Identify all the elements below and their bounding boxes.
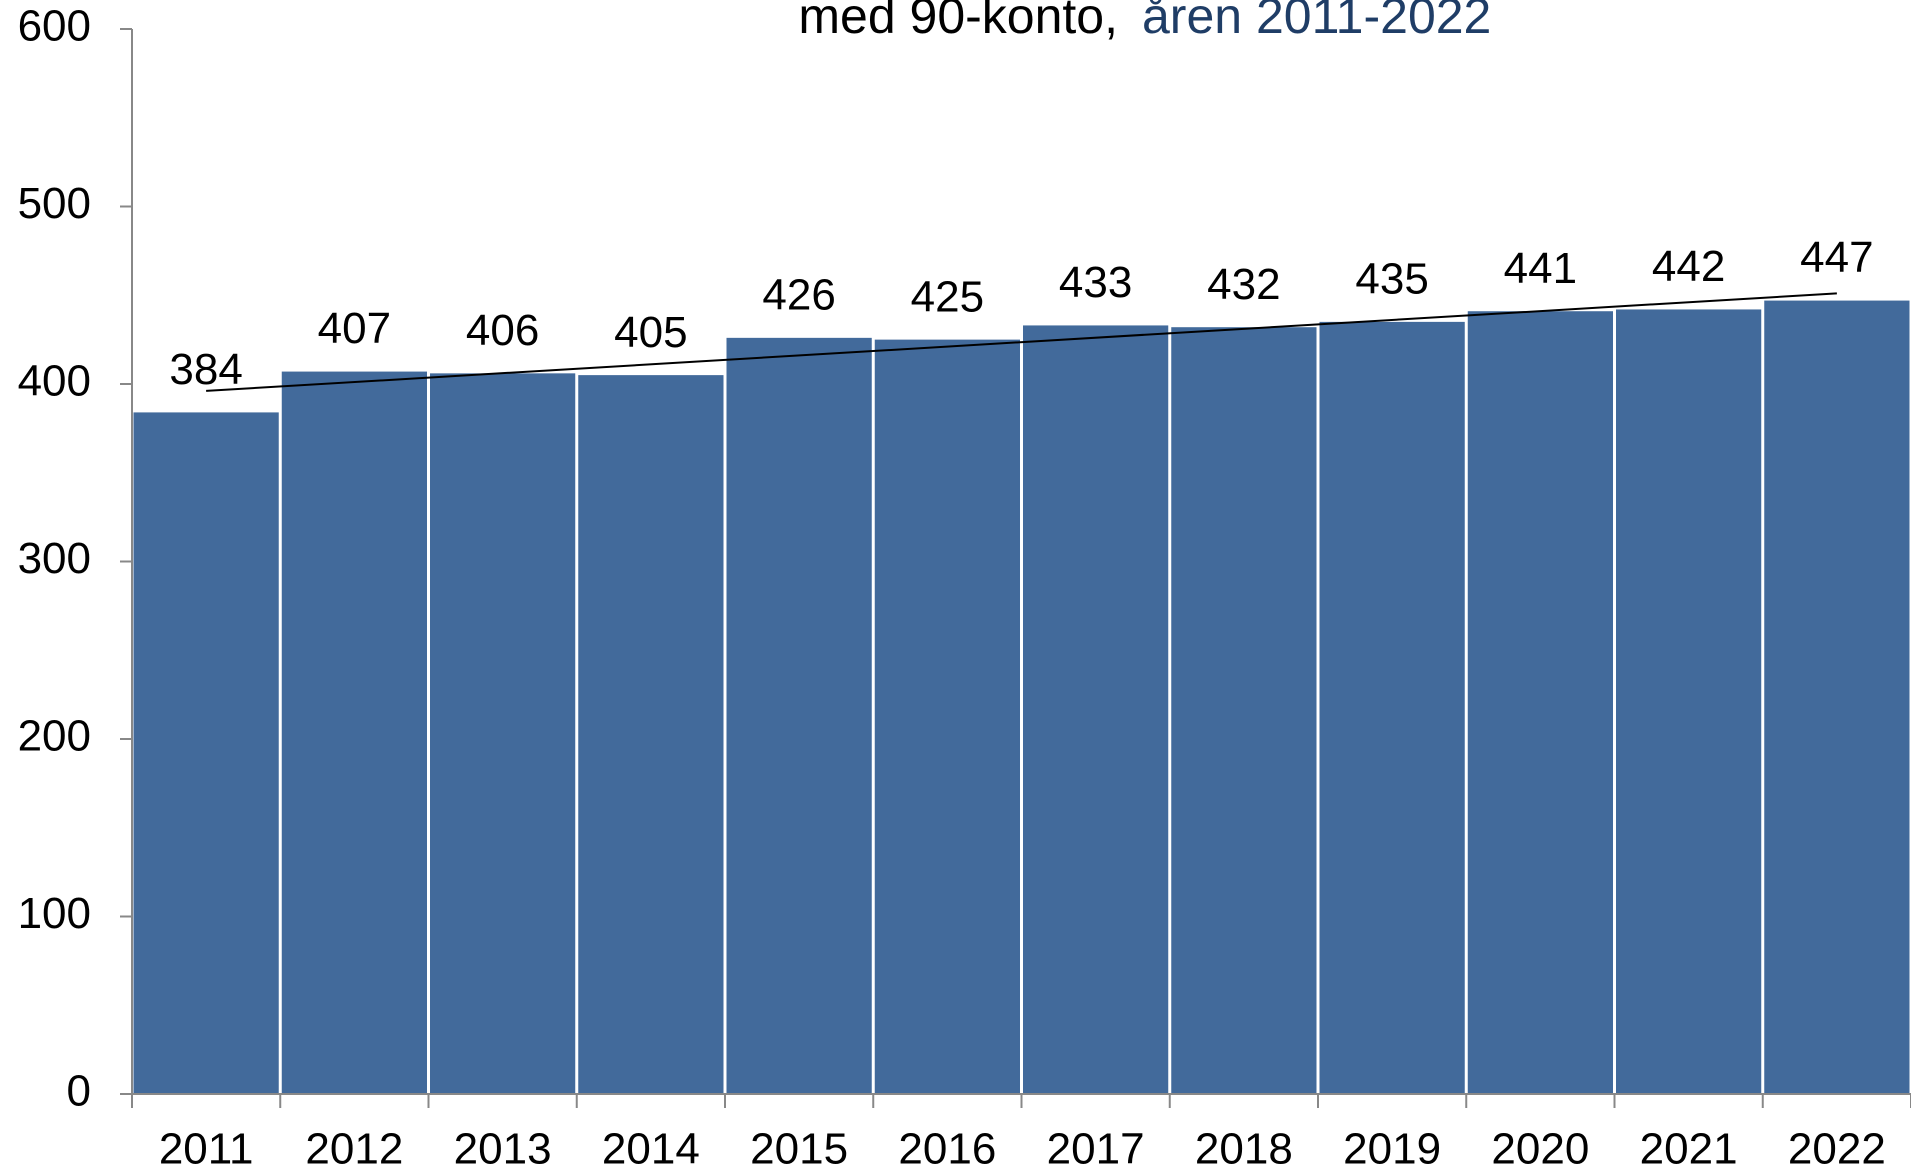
data-label: 407 xyxy=(318,304,391,353)
bar xyxy=(1023,325,1169,1094)
bar xyxy=(1171,327,1317,1094)
data-label: 432 xyxy=(1207,260,1280,309)
x-tick-label: 2017 xyxy=(1047,1125,1145,1174)
x-tick-label: 2011 xyxy=(159,1125,254,1174)
data-label: 406 xyxy=(466,306,539,355)
x-tick-label: 2019 xyxy=(1343,1125,1441,1174)
data-label: 433 xyxy=(1059,258,1132,307)
data-label: 447 xyxy=(1800,233,1873,282)
x-tick-label: 2021 xyxy=(1640,1125,1738,1174)
data-label: 425 xyxy=(911,272,984,321)
y-tick-label: 100 xyxy=(18,889,91,938)
data-label: 426 xyxy=(762,270,835,319)
trendline xyxy=(206,292,1837,392)
bar xyxy=(1764,300,1910,1094)
bar xyxy=(133,412,279,1094)
x-tick-label: 2014 xyxy=(602,1125,700,1174)
chart-title: med 90-konto, xyxy=(798,0,1118,44)
bar xyxy=(1616,309,1762,1094)
data-label: 405 xyxy=(614,308,687,357)
bar xyxy=(430,373,576,1095)
x-tick-label: 2018 xyxy=(1195,1125,1293,1174)
y-tick-label: 300 xyxy=(18,534,91,583)
data-label: 442 xyxy=(1652,242,1725,291)
bar xyxy=(726,337,872,1095)
bar xyxy=(1319,321,1465,1094)
data-label: 435 xyxy=(1355,255,1428,304)
x-tick-label: 2016 xyxy=(898,1125,996,1174)
y-tick-label: 0 xyxy=(67,1067,91,1116)
bar xyxy=(874,339,1020,1094)
x-tick-label: 2012 xyxy=(305,1125,403,1174)
x-tick-label: 2020 xyxy=(1491,1125,1589,1174)
y-tick-label: 400 xyxy=(18,357,91,406)
x-tick-label: 2015 xyxy=(750,1125,848,1174)
y-tick-label: 600 xyxy=(18,2,91,51)
y-tick-label: 200 xyxy=(18,712,91,761)
x-tick-label: 2013 xyxy=(454,1125,552,1174)
x-tick-label: 2022 xyxy=(1788,1125,1886,1174)
bar xyxy=(1467,311,1613,1095)
chart-subtitle: åren 2011-2022 xyxy=(1142,0,1491,44)
y-tick-label: 500 xyxy=(18,179,91,228)
data-label: 441 xyxy=(1504,244,1577,293)
bar xyxy=(281,371,427,1094)
bar xyxy=(578,375,724,1094)
data-label: 384 xyxy=(169,345,242,394)
